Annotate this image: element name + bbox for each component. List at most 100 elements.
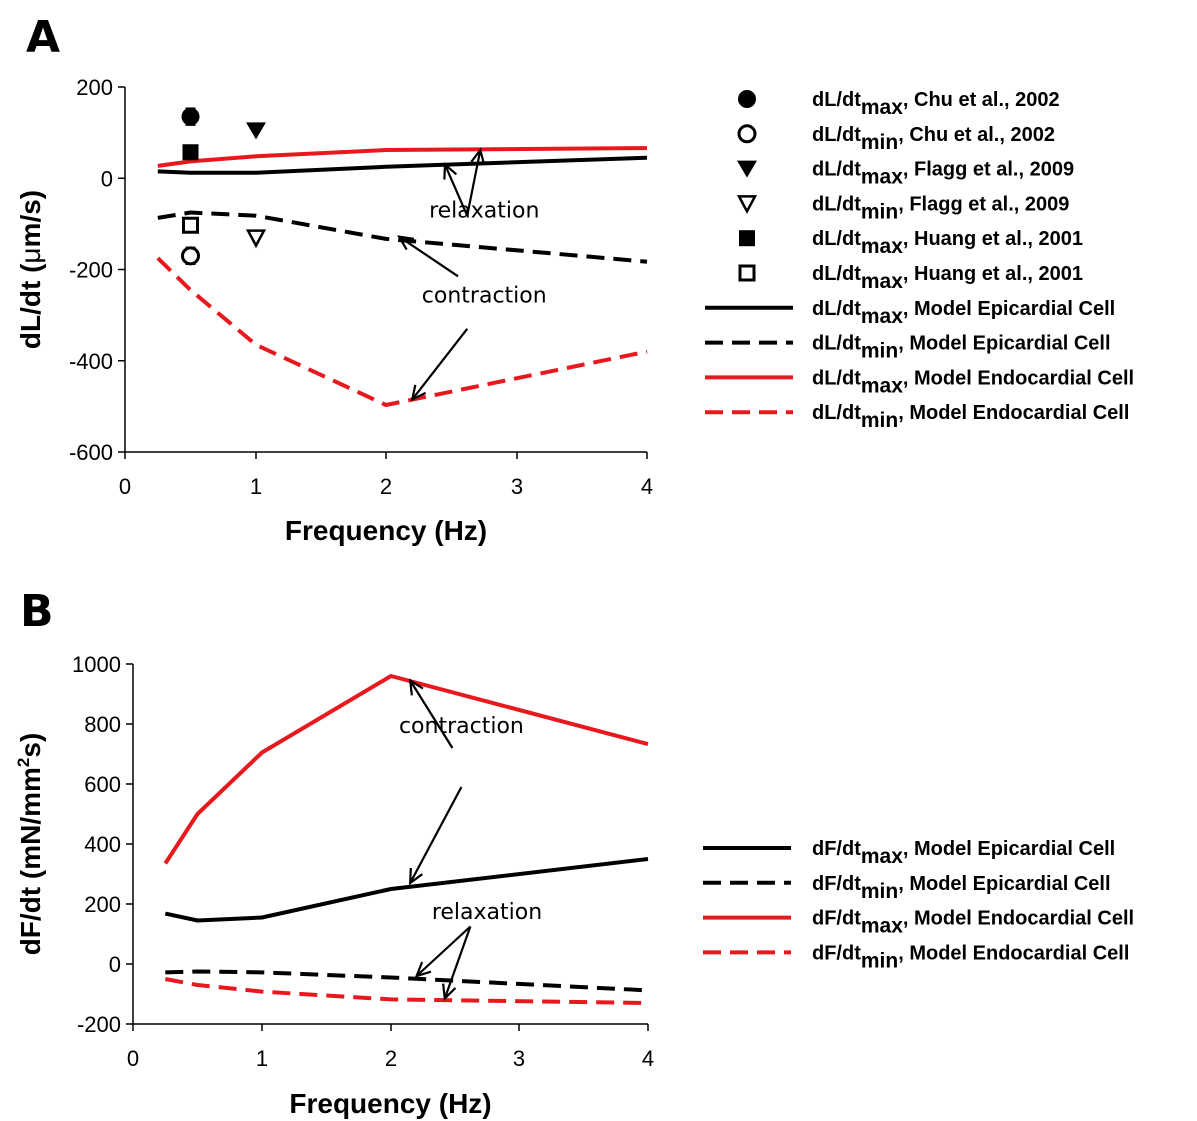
legend-entry: dL/dtmax, Chu et al., 2002: [812, 89, 1060, 119]
legend-entry: dL/dtmin, Chu et al., 2002: [812, 124, 1055, 154]
annotation-arrow: [415, 925, 472, 977]
y-tick-label: -200: [77, 1012, 121, 1037]
legend-subscript: max: [861, 845, 903, 868]
annotation-arrowhead: [442, 983, 457, 1001]
annotation-arrowhead: [409, 867, 423, 886]
legend-rest: , Chu et al., 2002: [903, 89, 1060, 111]
y-axis-title-part: m/s): [15, 190, 46, 248]
legend-subscript: max: [861, 96, 903, 119]
legend-rest: , Model Endocardial Cell: [903, 908, 1134, 930]
annotation-arrowhead: [470, 147, 486, 165]
y-axis-title-part: s): [15, 733, 46, 758]
legend-marker: [737, 124, 757, 144]
y-tick-label: -200: [69, 258, 113, 283]
x-tick-label: 0: [127, 1046, 139, 1071]
y-tick-label: 200: [76, 75, 113, 100]
y-tick-label: 800: [84, 712, 121, 737]
x-axis-title: Frequency (Hz): [285, 515, 487, 546]
y-axis-title-part: dF/dt (mN/mm: [15, 767, 46, 955]
annotation-label: contraction: [422, 283, 547, 308]
legend-entry: dL/dtmin, Flagg et al., 2009: [812, 193, 1069, 223]
x-axis-title: Frequency (Hz): [289, 1088, 491, 1119]
data-point-3: [246, 122, 266, 140]
annotation-arrowhead: [410, 384, 427, 402]
series-line-3: [157, 146, 648, 168]
legend-entry: dL/dtmin, Model Epicardial Cell: [812, 333, 1111, 363]
legend-subscript: max: [861, 235, 903, 258]
annotation-label: relaxation: [429, 198, 539, 223]
legend-marker: [737, 160, 757, 178]
legend-entry: dF/dtmin, Model Epicardial Cell: [812, 873, 1111, 903]
data-point-1: [181, 107, 200, 126]
legend-subscript: max: [861, 915, 903, 938]
legend-marker: [739, 230, 755, 247]
data-point-2: [181, 246, 200, 266]
annotation-label: contraction: [399, 714, 524, 739]
legend-rest: , Model Endocardial Cell: [898, 402, 1129, 424]
legend-subscript: max: [861, 270, 903, 293]
legend-rest: , Model Epicardial Cell: [898, 333, 1110, 355]
annotation-arrow: [443, 164, 469, 217]
y-tick-label: 200: [84, 892, 121, 917]
annotation-arrowhead: [397, 235, 415, 251]
legend-marker: [738, 90, 756, 108]
legend-base: dL/dt: [812, 159, 861, 181]
x-tick-label: 2: [385, 1046, 397, 1071]
legend-entry: dL/dtmax, Model Epicardial Cell: [812, 298, 1115, 328]
legend-subscript: min: [861, 409, 898, 432]
y-tick-label: 600: [84, 772, 121, 797]
annotation-arrowhead: [443, 162, 458, 180]
legend-subscript: min: [861, 200, 898, 223]
annotation-arrowhead: [408, 678, 424, 696]
legend-subscript: max: [861, 305, 903, 328]
series-line-1: [164, 857, 649, 923]
series-line-2: [165, 969, 649, 993]
y-axis-title-superscript: 2: [14, 758, 33, 767]
legend-base: dL/dt: [812, 367, 861, 389]
annotation-arrow: [409, 679, 454, 749]
annotation-arrow: [409, 786, 463, 884]
annotation-arrow: [398, 235, 459, 278]
panel-a-plot: -600 -400 -200 0 200 0 1 2 3 4 Frequency (Hz) dL/dt…: [15, 75, 1134, 546]
legend-rest: , Model Epicardial Cell: [903, 298, 1115, 320]
y-axis-title: dL/dt (μm/s): [15, 190, 46, 349]
legend-base: dL/dt: [812, 124, 861, 146]
y-tick-label: 400: [84, 832, 121, 857]
series-line-4: [156, 256, 648, 407]
x-tick-label: 3: [511, 474, 523, 499]
legend-base: dL/dt: [812, 193, 861, 215]
series-line-4: [164, 977, 649, 1005]
legend-base: dF/dt: [812, 942, 861, 964]
legend-rest: , Model Epicardial Cell: [903, 838, 1115, 860]
data-point-6: [182, 216, 199, 234]
x-tick-label: 1: [256, 1046, 268, 1071]
legend-entry: dL/dtmax, Huang et al., 2001: [812, 228, 1083, 258]
y-axis-title: dF/dt (mN/mm2s): [14, 733, 46, 956]
x-tick-label: 1: [250, 474, 262, 499]
legend-subscript: min: [861, 340, 898, 363]
annotation-arrow: [411, 328, 469, 401]
legend-rest: , Model Epicardial Cell: [898, 873, 1110, 895]
data-point-4: [245, 229, 267, 249]
x-tick-label: 0: [119, 474, 131, 499]
legend-rest: , Huang et al., 2001: [903, 263, 1083, 285]
legend-entry: dF/dtmax, Model Epicardial Cell: [812, 838, 1115, 868]
annotation-arrow: [466, 149, 482, 216]
series-line-1: [157, 155, 648, 175]
legend-base: dF/dt: [812, 873, 861, 895]
legend-base: dF/dt: [812, 908, 861, 930]
legend-base: dL/dt: [812, 298, 861, 320]
x-tick-label: 2: [380, 474, 392, 499]
data-point-5: [182, 144, 199, 161]
legend-rest: , Model Endocardial Cell: [903, 367, 1134, 389]
y-tick-label: -400: [69, 349, 113, 374]
legend-entry: dL/dtmax, Huang et al., 2001: [812, 263, 1083, 293]
legend-rest: , Flagg et al., 2009: [903, 159, 1074, 181]
x-tick-label: 4: [642, 1046, 654, 1071]
legend-rest: , Model Endocardial Cell: [898, 942, 1129, 964]
series-line-3: [163, 674, 649, 865]
legend-entry: dL/dtmin, Model Endocardial Cell: [812, 402, 1129, 432]
legend-rest: , Chu et al., 2002: [898, 124, 1055, 146]
series-line-2: [157, 210, 648, 264]
